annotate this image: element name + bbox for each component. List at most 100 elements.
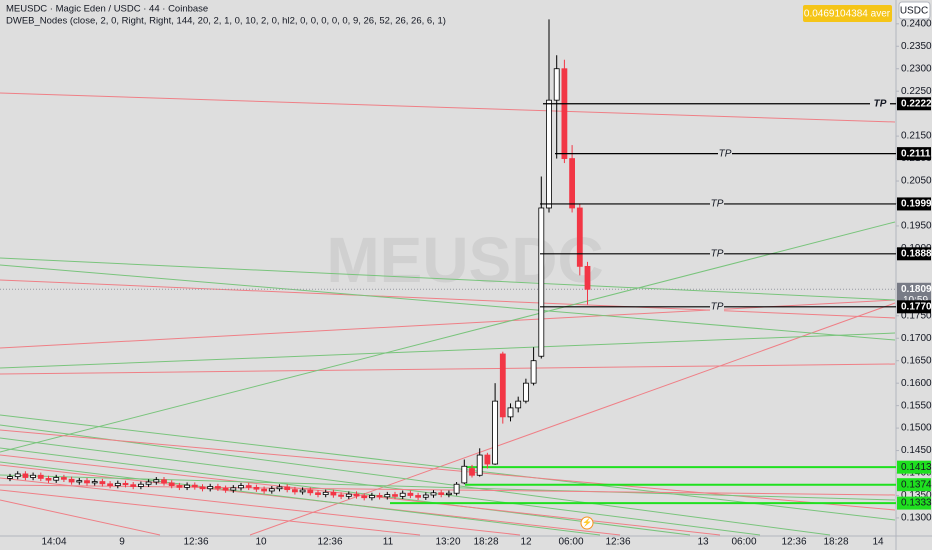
candle-body — [507, 407, 514, 418]
y-tick-label: 0.2300 — [901, 63, 932, 74]
candle-body — [392, 494, 398, 497]
tp-label: TP — [711, 199, 724, 210]
candle-body — [99, 481, 106, 485]
candle-body — [430, 492, 437, 496]
tp-label-bg — [870, 97, 890, 110]
y-tick-label: 0.1300 — [901, 513, 932, 524]
x-tick-label: 06:00 — [731, 537, 756, 548]
currency-box[interactable] — [898, 1, 931, 20]
candle-body — [199, 486, 206, 490]
price-tag-bg — [897, 496, 931, 510]
y-tick-label: 0.1950 — [901, 221, 932, 232]
candle-body — [399, 492, 406, 497]
x-tick-label: 12:36 — [317, 537, 342, 548]
candle-body — [376, 495, 383, 498]
x-tick-label: 12:36 — [605, 537, 630, 548]
candle-body — [184, 484, 191, 488]
x-tick-label: 13:20 — [435, 537, 460, 548]
currency[interactable]: USDC — [900, 6, 928, 17]
candle-body — [345, 493, 352, 497]
x-tick-label: 9 — [119, 537, 125, 548]
candle-body — [53, 477, 60, 481]
candle-body — [122, 482, 129, 486]
y-tick-label: 0.1750 — [901, 310, 932, 321]
y-tick-label: 0.1700 — [901, 333, 932, 344]
price-tag-bg — [897, 478, 931, 492]
candle-body — [207, 486, 214, 490]
candle-body — [84, 480, 90, 484]
candle-body — [415, 495, 422, 498]
candle-body — [422, 494, 429, 498]
price-tag: 0.2111 — [901, 148, 931, 159]
x-tick-label: 12:36 — [781, 537, 806, 548]
candle-body — [469, 468, 475, 476]
candle-body — [492, 400, 499, 465]
candle-body — [384, 494, 391, 498]
y-tick-label: 0.1450 — [901, 445, 932, 456]
candle-body — [14, 473, 21, 478]
y-tick-label: 0.2350 — [901, 41, 932, 52]
price-tag-bg — [897, 300, 931, 314]
candle-body — [476, 454, 483, 476]
y-tick-label: 0.1350 — [901, 490, 932, 501]
candle-body — [461, 465, 468, 484]
tp-label-bg — [710, 247, 724, 260]
candle-body — [176, 485, 183, 488]
candle-body — [515, 400, 522, 409]
x-tick-label: 14 — [872, 537, 884, 548]
candle-body — [322, 491, 329, 495]
candle-body — [30, 474, 37, 478]
price-tag: 0.1333 — [901, 498, 932, 509]
candle-body — [553, 68, 560, 101]
candle-body — [523, 382, 529, 402]
candle-body — [538, 207, 545, 357]
x-tick-label: 14:04 — [41, 537, 66, 548]
y-tick-label: 0.1650 — [901, 355, 932, 366]
price-tag: 0.1374 — [901, 479, 932, 490]
candle-body — [330, 491, 337, 496]
candle-body — [238, 485, 244, 489]
candle-body — [576, 207, 583, 267]
candle-body — [299, 489, 306, 493]
candle-body — [453, 483, 460, 494]
candle-body — [245, 485, 252, 488]
candle-body — [261, 488, 268, 492]
event-icon-glyph[interactable]: ⚡ — [582, 517, 592, 527]
y-tick-label: 0.2250 — [901, 86, 932, 97]
price-tag: 0.2222 — [901, 98, 932, 109]
x-tick-label: 12:36 — [183, 537, 208, 548]
candle-body — [68, 478, 75, 483]
candle-body — [76, 480, 83, 483]
candle-body — [230, 487, 237, 491]
indicator-label: DWEB_Nodes (close, 2, 0, Right, Right, 1… — [6, 16, 446, 27]
chart-title: MEUSDC · Magic Eden / USDC · 44 · Coinba… — [6, 4, 208, 15]
candle-body — [561, 68, 568, 159]
candle-body — [253, 486, 260, 490]
candle-body — [291, 489, 298, 493]
candle-body — [546, 99, 552, 209]
price-tag-bg — [897, 97, 931, 111]
price-tag-bg — [897, 247, 931, 261]
y-tick-label: 0.1550 — [901, 400, 932, 411]
candle-body — [315, 492, 321, 495]
candle-body — [368, 495, 375, 499]
candle-body — [153, 479, 160, 483]
candle-body — [222, 487, 229, 491]
event-icon[interactable] — [580, 516, 594, 530]
candle-body — [307, 489, 314, 494]
candle-body — [361, 495, 368, 499]
tp-label-bg — [710, 197, 724, 210]
candle-body — [484, 454, 491, 465]
candle-body — [438, 492, 445, 495]
badge-bg — [803, 5, 892, 22]
price-tag: 0.1809 — [901, 284, 932, 295]
x-tick-label: 11 — [383, 537, 394, 548]
price-tag-bg — [897, 460, 931, 474]
y-tick-label: 0.1500 — [901, 423, 932, 434]
candle-body — [268, 488, 275, 492]
tp-label-bg — [718, 147, 732, 160]
candle-body — [338, 494, 345, 497]
candle-body — [107, 483, 113, 486]
candle-body — [569, 158, 575, 209]
